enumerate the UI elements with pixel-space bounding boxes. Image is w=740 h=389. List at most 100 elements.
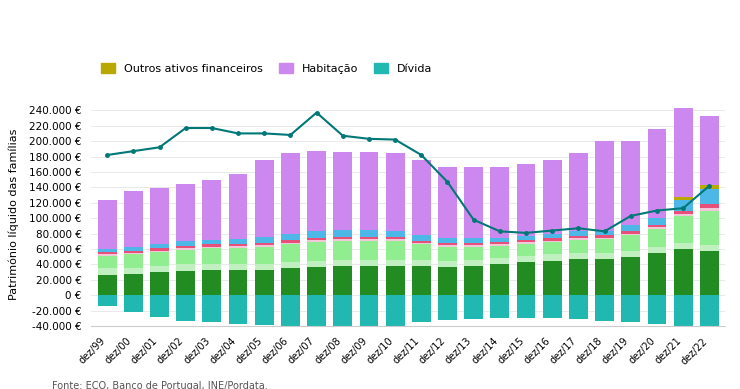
Bar	[412, 240, 431, 243]
Bar	[569, 238, 588, 240]
Bar	[307, 231, 326, 238]
Bar	[491, 238, 509, 242]
Bar	[176, 241, 195, 246]
Bar	[412, 235, 431, 240]
Bar	[673, 200, 693, 211]
Bar	[542, 242, 562, 254]
Bar	[386, 241, 405, 260]
Bar	[595, 238, 614, 239]
Bar	[438, 267, 457, 295]
Bar	[255, 295, 274, 325]
Bar	[673, 243, 693, 249]
Bar	[124, 191, 143, 247]
Bar	[307, 261, 326, 267]
Bar	[98, 275, 117, 295]
Bar	[386, 240, 405, 241]
Text: Fonte: ECO, Banco de Portugal, INE/Pordata.: Fonte: ECO, Banco de Portugal, INE/Porda…	[52, 381, 268, 389]
Bar	[307, 242, 326, 261]
Bar	[150, 266, 169, 272]
Bar	[438, 261, 457, 267]
Bar	[176, 184, 195, 241]
Bar	[229, 239, 247, 244]
Bar	[124, 295, 143, 312]
Bar	[176, 265, 195, 271]
Bar	[517, 256, 536, 262]
Bar	[595, 231, 614, 235]
Bar	[98, 200, 117, 249]
Bar	[542, 235, 562, 238]
Bar	[124, 274, 143, 295]
Bar	[124, 268, 143, 274]
Bar	[98, 256, 117, 268]
Bar	[648, 225, 666, 228]
Bar	[333, 295, 352, 329]
Bar	[622, 231, 640, 234]
Bar	[229, 247, 247, 264]
Bar	[438, 167, 457, 238]
Bar	[438, 295, 457, 320]
Bar	[673, 108, 693, 197]
Bar	[491, 246, 509, 258]
Bar	[700, 116, 719, 185]
Bar	[386, 266, 405, 295]
Bar	[176, 248, 195, 250]
Bar	[648, 253, 666, 295]
Bar	[622, 235, 640, 251]
Bar	[386, 260, 405, 266]
Bar	[464, 266, 483, 295]
Bar	[281, 153, 300, 234]
Bar	[386, 231, 405, 237]
Bar	[360, 295, 378, 328]
Bar	[491, 295, 509, 319]
Bar	[124, 251, 143, 253]
Bar	[386, 237, 405, 240]
Bar	[255, 242, 274, 245]
Bar	[333, 260, 352, 266]
Bar	[648, 247, 666, 253]
Bar	[98, 254, 117, 256]
Bar	[333, 266, 352, 295]
Bar	[255, 237, 274, 242]
Bar	[150, 252, 169, 266]
Bar	[281, 234, 300, 240]
Bar	[386, 153, 405, 231]
Bar	[595, 253, 614, 259]
Bar	[542, 254, 562, 261]
Bar	[281, 244, 300, 262]
Bar	[700, 295, 719, 328]
Bar	[700, 204, 719, 208]
Bar	[150, 251, 169, 252]
Bar	[700, 185, 719, 189]
Bar	[360, 260, 378, 266]
Bar	[464, 247, 483, 260]
Bar	[412, 260, 431, 266]
Bar	[542, 160, 562, 235]
Bar	[517, 164, 536, 236]
Bar	[595, 141, 614, 231]
Bar	[307, 240, 326, 242]
Bar	[569, 154, 588, 231]
Bar	[648, 129, 666, 218]
Bar	[569, 236, 588, 238]
Bar	[491, 167, 509, 238]
Bar	[203, 244, 221, 247]
Bar	[569, 295, 588, 319]
Bar	[595, 239, 614, 253]
Bar	[700, 251, 719, 295]
Bar	[438, 245, 457, 247]
Bar	[700, 208, 719, 210]
Bar	[569, 231, 588, 236]
Bar	[464, 238, 483, 243]
Bar	[333, 152, 352, 230]
Bar	[673, 197, 693, 200]
Bar	[595, 259, 614, 295]
Bar	[673, 216, 693, 243]
Bar	[595, 295, 614, 321]
Bar	[622, 295, 640, 322]
Bar	[360, 230, 378, 237]
Bar	[150, 248, 169, 251]
Bar	[124, 253, 143, 254]
Bar	[307, 295, 326, 329]
Bar	[176, 250, 195, 265]
Bar	[255, 245, 274, 247]
